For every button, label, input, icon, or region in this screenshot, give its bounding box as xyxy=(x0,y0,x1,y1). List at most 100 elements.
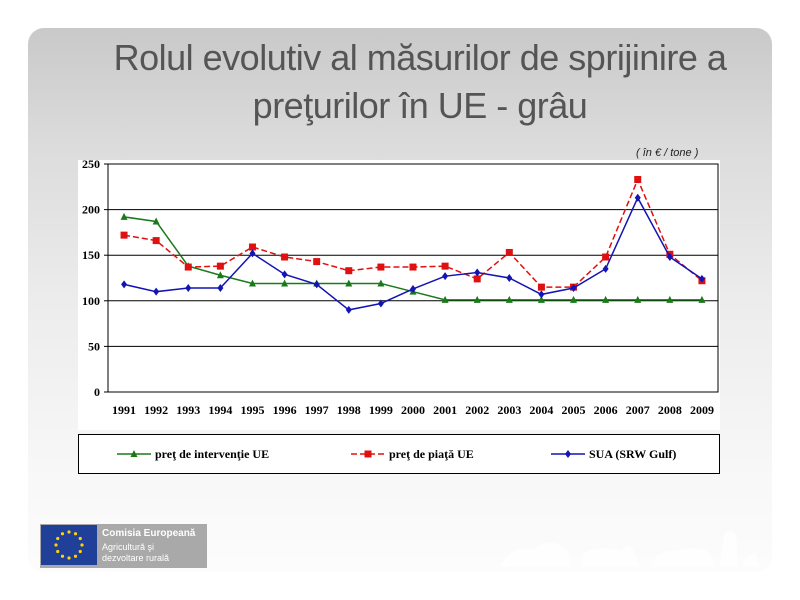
logo-title: Comisia Europeană xyxy=(102,528,196,539)
x-tick-label: 2001 xyxy=(433,403,457,417)
eu-star xyxy=(67,530,71,534)
slide-title-line-2: preţurilor în UE - grâu xyxy=(252,85,588,126)
slide-title: Rolul evolutiv al măsurilor de sprijinir… xyxy=(60,34,780,130)
data-point-usa xyxy=(506,274,513,282)
y-tick-label: 0 xyxy=(94,385,100,399)
data-point-market xyxy=(409,263,417,271)
data-point-market xyxy=(634,176,642,184)
plot-area xyxy=(107,163,719,393)
eu-star xyxy=(78,549,82,554)
x-tick-label: 2009 xyxy=(690,403,714,417)
eu-flag-icon xyxy=(41,525,97,565)
legend-marker xyxy=(130,450,138,457)
data-point-market xyxy=(152,237,160,245)
data-point-intervention xyxy=(345,279,353,287)
data-point-usa xyxy=(474,268,481,277)
data-point-market xyxy=(120,231,128,239)
legend-item-market: preţ de piaţă UE xyxy=(351,446,551,462)
eu-star xyxy=(80,543,84,547)
data-point-intervention xyxy=(537,295,545,303)
eu-commission-logo: Comisia Europeană Agricultură şi dezvolt… xyxy=(40,524,207,568)
eu-star xyxy=(60,532,65,536)
data-point-market xyxy=(537,283,545,291)
data-point-usa xyxy=(442,272,449,281)
x-tick-label: 1992 xyxy=(144,403,168,417)
data-point-intervention xyxy=(505,295,513,303)
x-tick-label: 1997 xyxy=(305,403,329,417)
data-point-market xyxy=(281,253,289,261)
x-tick-label: 1996 xyxy=(273,403,297,417)
data-point-usa xyxy=(602,264,609,273)
data-point-usa xyxy=(377,299,384,308)
legend-label: SUA (SRW Gulf) xyxy=(589,447,677,461)
data-point-intervention xyxy=(281,279,289,287)
data-point-intervention xyxy=(634,295,642,303)
logo-subtitle-line-1: Agricultură şi xyxy=(102,542,155,552)
data-point-market xyxy=(473,275,481,283)
data-point-usa xyxy=(217,284,224,293)
x-tick-label: 2005 xyxy=(562,403,586,417)
eu-star xyxy=(73,554,78,558)
eu-star xyxy=(56,549,60,554)
legend-item-intervention: preţ de intervenţie UE xyxy=(117,446,317,462)
eu-star xyxy=(78,536,82,541)
eu-star xyxy=(73,532,78,536)
data-point-market xyxy=(441,262,449,270)
data-point-usa xyxy=(410,284,416,293)
legend-marker xyxy=(364,450,372,458)
x-tick-label: 1998 xyxy=(337,403,361,417)
x-tick-label: 1995 xyxy=(240,403,264,417)
data-point-usa xyxy=(153,287,160,296)
x-tick-label: 1993 xyxy=(176,403,200,417)
farm-silhouette-decoration xyxy=(500,531,760,567)
data-point-market xyxy=(216,262,224,270)
legend-label: preţ de intervenţie UE xyxy=(155,447,270,461)
eu-star xyxy=(67,556,71,560)
x-tick-label: 2004 xyxy=(529,403,553,417)
data-point-market xyxy=(345,267,353,275)
x-tick-label: 2000 xyxy=(401,403,425,417)
x-tick-label: 1991 xyxy=(112,403,136,417)
x-tick-label: 2007 xyxy=(626,403,650,417)
data-point-usa xyxy=(345,305,352,314)
data-point-market xyxy=(505,248,513,256)
data-point-intervention xyxy=(602,295,610,303)
series-usa xyxy=(121,193,705,314)
eu-star xyxy=(60,554,65,558)
x-tick-label: 2008 xyxy=(658,403,682,417)
data-point-intervention xyxy=(152,217,160,225)
data-point-usa xyxy=(313,280,320,289)
legend-swatch-intervention xyxy=(117,450,151,457)
y-tick-label: 50 xyxy=(88,339,100,353)
chart-panel: 0 50 100 150 200 250 1991 1992 1993 1994 1995 1996 1… xyxy=(78,160,720,430)
data-point-intervention xyxy=(377,279,385,287)
data-point-market xyxy=(377,263,385,271)
legend-label: preţ de piaţă UE xyxy=(389,447,474,461)
x-tick-label: 1999 xyxy=(369,403,393,417)
data-point-market xyxy=(602,253,610,261)
legend-swatch-market xyxy=(351,450,385,458)
legend-swatch-usa xyxy=(551,450,585,458)
eu-star xyxy=(54,543,58,547)
data-point-intervention xyxy=(248,279,256,287)
data-point-usa xyxy=(185,284,192,293)
data-point-usa xyxy=(538,290,545,299)
y-tick-label: 250 xyxy=(82,160,100,171)
data-point-intervention xyxy=(570,295,578,303)
data-point-intervention xyxy=(120,212,128,220)
x-tick-label: 1994 xyxy=(208,403,232,417)
data-point-intervention xyxy=(441,295,449,303)
legend-item-usa: SUA (SRW Gulf) xyxy=(551,446,751,462)
data-point-usa xyxy=(698,274,705,283)
y-tick-label: 200 xyxy=(82,203,100,217)
legend-marker xyxy=(565,450,571,458)
chart-legend: preţ de intervenţie UE preţ de piaţă UE SU… xyxy=(78,434,720,474)
data-point-market xyxy=(184,263,192,271)
y-tick-label: 150 xyxy=(82,248,100,262)
data-point-intervention xyxy=(698,295,706,303)
logo-subtitle-line-2: dezvoltare rurală xyxy=(102,553,170,563)
wheat-price-chart: 0 50 100 150 200 250 1991 1992 1993 1994 1995 1996 1… xyxy=(82,160,719,417)
data-point-market xyxy=(313,258,321,266)
x-tick-label: 2006 xyxy=(594,403,618,417)
data-point-market xyxy=(248,243,256,251)
